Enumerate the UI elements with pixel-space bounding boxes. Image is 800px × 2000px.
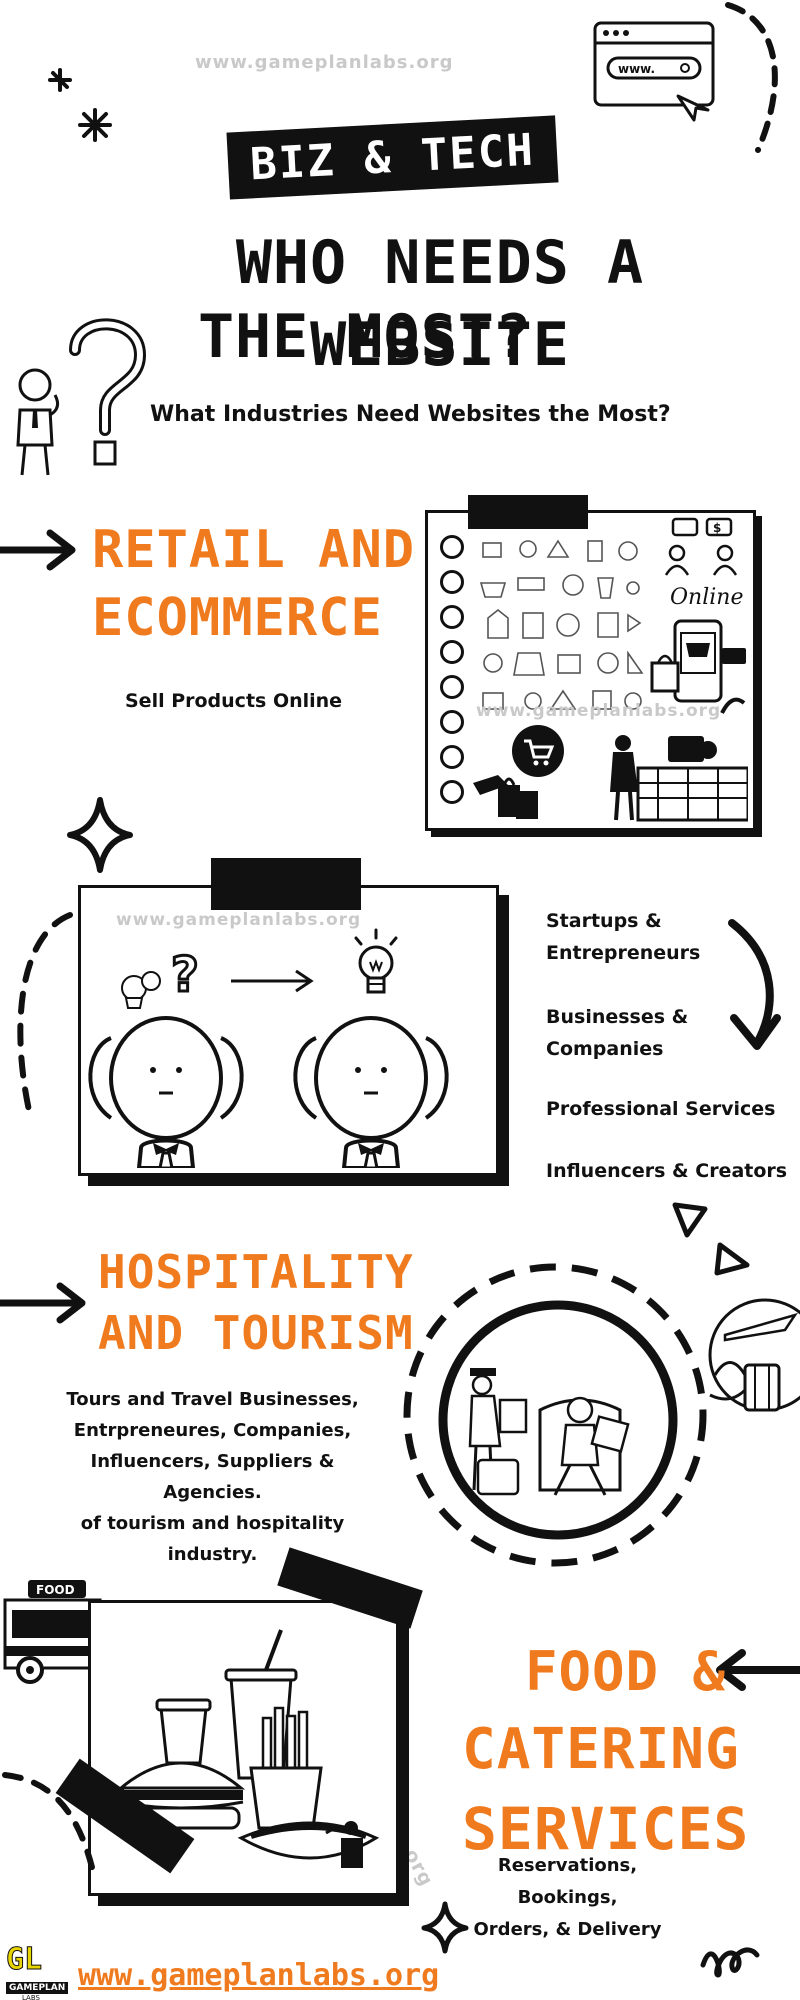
dashed-curve-doodle: [725, 2, 778, 153]
browser-window-icon: www.: [593, 21, 715, 122]
tape-strip: [211, 858, 361, 910]
food-heading-line2: CATERING: [462, 1717, 740, 1782]
sparkle-small-icon: [421, 1901, 469, 1954]
chat-users-icon: $: [664, 517, 738, 576]
food-heading-line3: SERVICES: [462, 1795, 750, 1863]
shop-counter-icon: [610, 735, 748, 822]
tape-strip: [468, 495, 588, 529]
curved-arrow-down-icon: [728, 919, 781, 1050]
hospitality-heading-line2: AND TOURISM: [98, 1306, 414, 1360]
online-label: Online: [670, 585, 744, 610]
shopping-doodles-icon: [479, 539, 644, 710]
thinking-character-right: [293, 1016, 449, 1168]
arrow-right-icon: [0, 529, 76, 571]
list-item: Professional Services: [546, 1098, 776, 1120]
cart-bags-icon: [473, 725, 564, 819]
retail-caption: Sell Products Online: [125, 690, 343, 712]
idea-question-bulb-icon: ?: [121, 946, 314, 1009]
business-illustration-card: www.gameplanlabs.org ?: [78, 858, 499, 1176]
retail-watermark: www.gameplanlabs.org: [476, 701, 722, 721]
category-tag: BIZ & TECH: [226, 115, 559, 200]
thinking-character-left: [88, 1016, 244, 1168]
retail-heading-line2: ECOMMERCE: [92, 588, 383, 648]
list-item: Startups & Entrepreneurs: [546, 910, 701, 964]
food-heading-line1: FOOD &: [525, 1640, 727, 1703]
hospitality-description: Tours and Travel Businesses, Entrpreneur…: [66, 1389, 359, 1565]
asterisk-doodle-icon: [48, 68, 112, 142]
retail-illustration-card: $ Online www.gameplanlabs.org: [425, 495, 756, 831]
arrow-left-icon: [716, 1649, 800, 1691]
sparkle-icon: [67, 797, 133, 873]
travel-collage-icon: [708, 1298, 800, 1412]
audience-list: Startups & Entrepreneurs Businesses & Co…: [546, 905, 796, 1187]
logo-sub: LABS: [22, 1994, 40, 2000]
fast-food-icon: [116, 1629, 380, 1868]
triangle-doodles-icon: [672, 1202, 750, 1276]
dashed-curve-doodle-bottom: [2, 1772, 98, 1883]
hospitality-circle-illustration: [403, 1263, 707, 1567]
browser-url-text: www.: [618, 62, 655, 76]
squiggle-doodle-icon: [700, 1947, 760, 1978]
lightbulb-icon: [354, 928, 398, 994]
list-item: Businesses & Companies: [546, 1006, 689, 1060]
page-title-line1: WHO NEEDS A WEBSITE: [235, 228, 645, 380]
food-illustration-card: [88, 1600, 399, 1896]
svg-text:?: ?: [171, 947, 199, 1003]
page-title-line2: THE MOST?: [197, 302, 533, 372]
watermark-top: www.gameplanlabs.org: [195, 52, 454, 73]
svg-text:$: $: [713, 521, 721, 535]
mobile-shop-icon: [650, 619, 746, 714]
arrow-right-icon: [0, 1282, 86, 1324]
business-watermark: www.gameplanlabs.org: [116, 910, 362, 930]
page-subtitle: What Industries Need Websites the Most?: [150, 402, 671, 427]
confused-person-question-icon: [16, 318, 147, 476]
retail-heading-line1: RETAIL AND: [92, 520, 416, 580]
footer-website-link[interactable]: www.gameplanlabs.org: [78, 1958, 440, 1993]
logo-letters: GL: [6, 1942, 43, 1977]
brand-logo: GL GAMEPLAN LABS: [6, 1942, 69, 2000]
list-item: Influencers & Creators: [546, 1160, 788, 1182]
food-truck-label: FOOD: [36, 1583, 75, 1597]
hospitality-heading-line1: HOSPITALITY: [98, 1245, 414, 1299]
food-description: Reservations, Bookings, Orders, & Delive…: [473, 1855, 662, 1940]
logo-name: GAMEPLAN: [6, 1982, 69, 1994]
dashed-curve-doodle-left: [17, 912, 73, 1118]
